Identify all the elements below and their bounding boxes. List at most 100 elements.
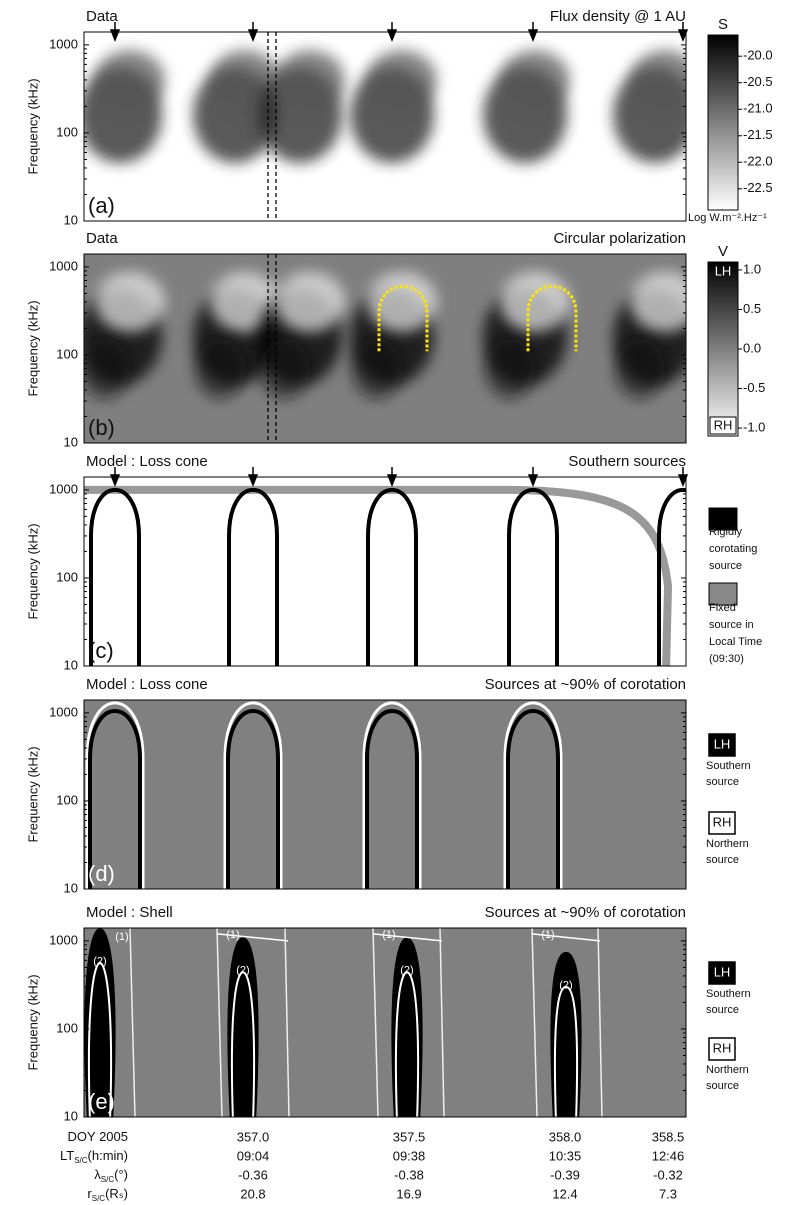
row-value: 7.3 <box>659 1186 677 1201</box>
shell-edge <box>216 928 223 1117</box>
row-value: 10:35 <box>549 1148 582 1163</box>
arc <box>89 487 141 666</box>
legend-box-label: RH <box>713 814 732 829</box>
emission <box>630 49 686 110</box>
panel-title-left: Data <box>86 8 118 25</box>
legend-text: Fixed <box>709 602 736 614</box>
colorbar-tick-label: 0.0 <box>743 340 761 355</box>
emission <box>275 271 345 332</box>
y-tick-label: 1000 <box>49 36 78 51</box>
colorbar <box>707 34 739 211</box>
arrow <box>386 22 398 43</box>
shell-edge <box>597 928 603 1117</box>
y-tick-label: 100 <box>56 124 78 139</box>
row-value: -0.36 <box>238 1167 268 1182</box>
panel-letter: (b) <box>88 415 115 440</box>
arrow <box>386 467 398 488</box>
legend-text: Southern <box>706 760 751 772</box>
panel-title-right: Southern sources <box>568 453 686 470</box>
row-value: 09:38 <box>393 1148 426 1163</box>
row-label-main: λ <box>94 1167 101 1182</box>
plot-background <box>84 928 686 1117</box>
legend-swatch <box>708 507 738 531</box>
legend-text: (09:30) <box>709 653 744 665</box>
y-tick-label: 10 <box>64 212 78 227</box>
emission <box>84 338 130 399</box>
y-axis-label: Frequency (kHz) <box>25 974 40 1070</box>
arc <box>507 487 559 666</box>
spectrogram <box>85 701 563 889</box>
annotation-line <box>372 933 443 942</box>
plot-frame <box>83 699 687 890</box>
y-tick-label: 1000 <box>49 481 78 496</box>
emission <box>630 271 686 332</box>
panel-title-left: Model : Loss cone <box>86 453 208 470</box>
arc-rh <box>362 701 422 889</box>
colorbar-tick-label: -0.5 <box>743 380 765 395</box>
label-box <box>709 416 737 435</box>
colorbar-tick-label: -22.0 <box>743 154 773 169</box>
shell-edge <box>284 928 290 1117</box>
colorbar-tick-label: -22.5 <box>743 180 773 195</box>
row-value: 358.0 <box>549 1129 582 1144</box>
panel: 10 100 1000 Frequency (kHz) Data Flux density… <box>25 8 689 227</box>
y-tick-label: 1000 <box>49 932 78 947</box>
colorbar-tick-label: -1.0 <box>743 420 765 435</box>
emission <box>485 338 535 399</box>
emission <box>367 271 437 332</box>
emission <box>260 338 310 399</box>
row-label: DOY 2005 <box>68 1129 128 1144</box>
legend-text: source <box>706 1080 739 1092</box>
spectrogram <box>84 928 603 1117</box>
y-tick-label: 100 <box>56 1020 78 1035</box>
y-axis-label: Frequency (kHz) <box>25 300 40 396</box>
row-label: λS/C(°) <box>94 1167 128 1184</box>
arrow <box>247 467 259 488</box>
legend-text: Local Time <box>709 636 762 648</box>
panel-title-right: Sources at ~90% of corotation <box>485 904 686 921</box>
legend-text: Rigidly <box>709 526 743 538</box>
arrow <box>527 467 539 488</box>
legend-text: source <box>709 560 742 572</box>
row-label-sub: S/C <box>74 1156 88 1165</box>
annotation: (1) <box>226 929 239 941</box>
colorbar-tick-label: 1.0 <box>743 261 761 276</box>
shell-rh <box>87 962 113 1117</box>
row-value: 357.0 <box>237 1129 270 1144</box>
colorbar-bottom-label: RH <box>714 417 733 432</box>
row-value: 20.8 <box>240 1186 265 1201</box>
arc-rh <box>223 701 283 889</box>
emission <box>615 338 665 399</box>
emission <box>352 338 402 399</box>
row-label-main: LT <box>60 1148 74 1163</box>
row-value: -0.32 <box>653 1167 683 1182</box>
arc <box>227 487 279 666</box>
legend-text: source in <box>709 619 754 631</box>
shell-edge <box>129 928 136 1117</box>
legend-text: source <box>706 776 739 788</box>
colorbar-tick-label: -20.0 <box>743 48 773 63</box>
annotation: (1) <box>541 929 554 941</box>
emission <box>275 49 345 110</box>
panel-title-right: Sources at ~90% of corotation <box>485 676 686 693</box>
panel-title-left: Model : Loss cone <box>86 676 208 693</box>
legend-text: Northern <box>706 838 749 850</box>
legend-box-label: RH <box>713 1040 732 1055</box>
panel: 10 100 1000 Frequency (kHz) Model : Loss con… <box>25 453 689 672</box>
annotation: (2) <box>559 979 572 991</box>
row-label: rS/C(Rₛ) <box>87 1186 128 1203</box>
legend-text: Southern <box>706 988 751 1000</box>
legend-text: source <box>706 854 739 866</box>
legend-box-label: LH <box>714 964 731 979</box>
panel-title-right: Flux density @ 1 AU <box>550 8 686 25</box>
annotation: (2) <box>93 955 106 967</box>
arc-lh <box>226 709 280 889</box>
row-label: LTS/C(h:min) <box>60 1148 128 1165</box>
arc-rh <box>503 701 563 889</box>
row-label-unit: (°) <box>114 1167 128 1182</box>
arc-lh <box>365 709 419 889</box>
legend-box <box>708 811 736 835</box>
panel: 10 100 1000 Frequency (kHz) Model : Loss con… <box>25 676 687 895</box>
y-axis-label: Frequency (kHz) <box>25 78 40 174</box>
